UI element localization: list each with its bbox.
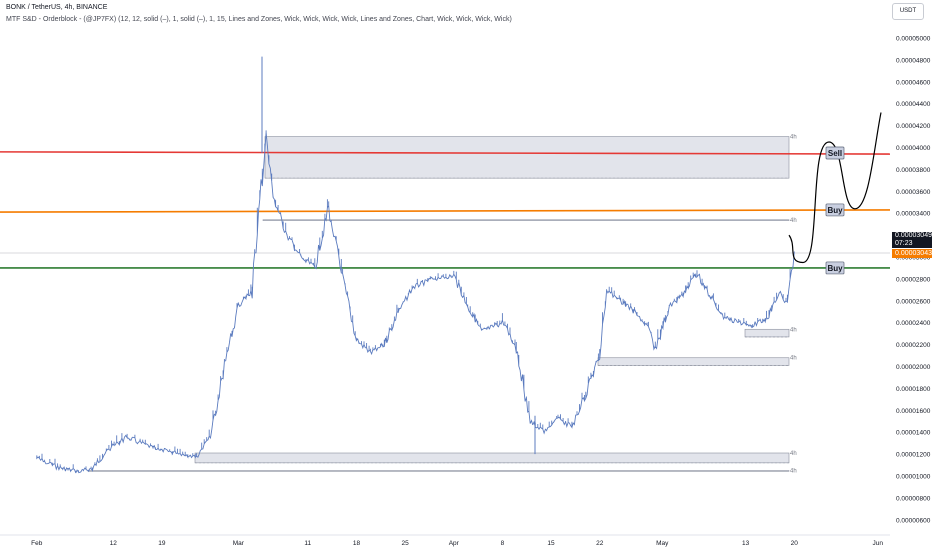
horizontal-levels (0, 151, 891, 269)
zone-timeframe-label: 4h (790, 135, 797, 141)
x-tick-label: May (656, 540, 669, 547)
y-tick-label: 0.00004200 (896, 123, 931, 130)
x-tick-label: Mar (233, 540, 245, 547)
zone-timeframe-label: 4h (790, 356, 797, 362)
y-tick-label: 0.00001800 (896, 386, 931, 393)
sell-label-box (825, 146, 845, 160)
red-level-line (0, 151, 891, 155)
x-axis[interactable]: Feb 12 19 Mar 11 18 25 Apr 8 15 22 May 13 20 Jun (0, 534, 890, 547)
zone-rect (262, 219, 790, 221)
x-tick-label: 22 (596, 540, 604, 547)
x-tick-label: 20 (791, 540, 799, 547)
y-tick-label: 0.00002200 (896, 342, 931, 349)
x-tick-label: 19 (158, 540, 166, 547)
orange-level-badge: 0.00003043 (892, 249, 932, 258)
y-tick-label: 0.00004400 (896, 101, 931, 108)
y-tick-label: 0.00003600 (896, 189, 931, 196)
y-tick-label: 0.00000600 (896, 517, 931, 524)
y-tick-label: 0.00005000 (896, 36, 931, 43)
zone-timeframe-label: 4h (790, 451, 797, 457)
y-tick-label: 0.00001600 (896, 408, 931, 415)
buy-label-lower: Buy (827, 264, 843, 273)
x-tick-label: 11 (304, 540, 311, 547)
y-tick-label: 0.00004800 (896, 57, 931, 64)
y-tick-label: 0.00001400 (896, 430, 931, 437)
y-tick-label: 0.00004600 (896, 79, 931, 86)
supply-demand-zones: 4h 4h 4h 4h 4h 4h (0, 135, 890, 475)
x-tick-label: 13 (742, 540, 750, 547)
zone-timeframe-label: 4h (790, 327, 797, 333)
orange-level-line (0, 209, 891, 213)
zone-timeframe-label: 4h (790, 469, 797, 475)
currency-button[interactable]: USDT (892, 3, 924, 20)
sell-label: Sell (828, 149, 842, 158)
x-tick-label: Jun (872, 540, 883, 547)
last-price-badge: 0.00003049 07:23 (892, 232, 932, 248)
y-tick-label: 0.00003800 (896, 167, 931, 174)
chart-title: BONK / TetherUS, 4h, BINANCE (6, 4, 108, 11)
trade-labels: Sell Buy Buy (825, 146, 845, 275)
y-tick-label: 0.00003000 (896, 255, 931, 262)
y-tick-label: 0.00002000 (896, 364, 931, 371)
last-price-value: 0.00003049 (895, 232, 932, 239)
y-tick-label: 0.00001000 (896, 474, 931, 481)
y-tick-label: 0.00001200 (896, 452, 931, 459)
buy-label-upper: Buy (827, 206, 843, 215)
projection-drawing (788, 112, 882, 264)
y-tick-label: 0.00002400 (896, 320, 931, 327)
x-tick-label: Apr (449, 540, 460, 547)
y-tick-label: 0.00004000 (896, 145, 931, 152)
x-tick-label: 15 (547, 540, 555, 547)
y-axis[interactable]: 0.00005000 0.00004800 0.00004600 0.00004400… (896, 36, 931, 525)
zone-rect (87, 470, 790, 472)
indicator-legend[interactable]: MTF S&D - Orderblock - (@JP7FX) (12, 12,… (6, 16, 512, 23)
zone-rect (194, 452, 790, 464)
y-tick-label: 0.00002800 (896, 276, 931, 283)
y-tick-label: 0.00000800 (896, 495, 931, 502)
x-tick-label: 18 (353, 540, 361, 547)
x-tick-label: 12 (110, 540, 118, 547)
x-tick-label: 8 (501, 540, 505, 547)
zone-rect (744, 328, 790, 338)
zone-rect (597, 357, 790, 366)
buy-label-upper-box (825, 203, 845, 217)
zone-rect (264, 136, 790, 179)
y-tick-label: 0.00002600 (896, 298, 931, 305)
y-tick-label: 0.00003400 (896, 211, 931, 218)
price-series (36, 56, 795, 474)
bar-countdown: 07:23 (895, 240, 913, 247)
zone-timeframe-label: 4h (790, 218, 797, 224)
price-line (36, 130, 795, 474)
projection-path (788, 112, 882, 264)
x-tick-label: Feb (31, 540, 43, 547)
x-tick-label: 25 (401, 540, 409, 547)
buy-label-lower-box (825, 261, 845, 275)
